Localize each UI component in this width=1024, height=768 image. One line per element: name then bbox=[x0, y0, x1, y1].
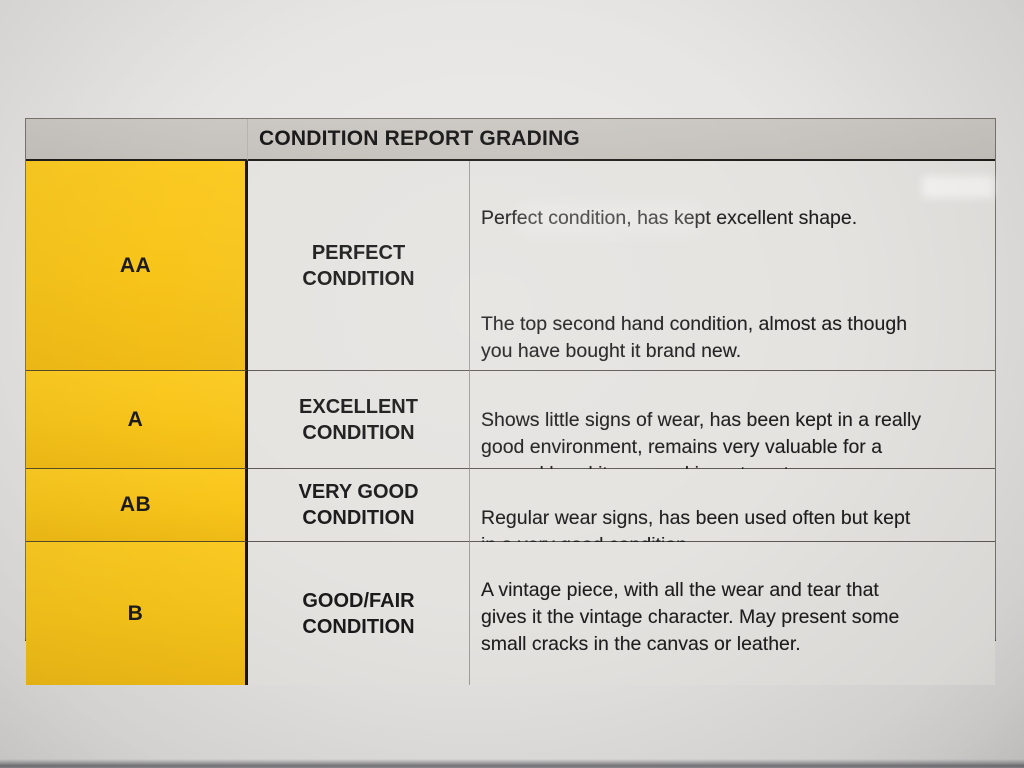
grade-cell-aa: AA bbox=[26, 161, 248, 371]
condition-grading-table: CONDITION REPORT GRADING AA PERFECT COND… bbox=[25, 118, 996, 685]
paper-edge-shadow bbox=[0, 759, 1024, 768]
description-cell-aa: Perfect condition, has kept excellent sh… bbox=[470, 161, 995, 442]
table-title: CONDITION REPORT GRADING bbox=[248, 119, 995, 161]
description-paragraph: Perfect condition, has kept excellent sh… bbox=[481, 207, 858, 229]
header-empty-cell bbox=[26, 119, 248, 161]
description-cell-ab: Regular wear signs, has been used often … bbox=[470, 469, 995, 556]
condition-cell-b: GOOD/FAIR CONDITION bbox=[248, 542, 470, 685]
condition-cell-ab: VERY GOOD CONDITION bbox=[248, 469, 470, 542]
description-paragraph: The top second hand condition, almost as… bbox=[481, 313, 908, 362]
grade-cell-b: B bbox=[26, 542, 248, 685]
condition-cell-a: EXCELLENT CONDITION bbox=[248, 371, 470, 469]
grade-cell-ab: AB bbox=[26, 469, 248, 542]
condition-cell-aa: PERFECT CONDITION bbox=[248, 161, 470, 371]
grade-cell-a: A bbox=[26, 371, 248, 469]
description-cell-b: A vintage piece, with all the wear and t… bbox=[470, 542, 995, 685]
description-paragraph: A vintage piece, with all the wear and t… bbox=[481, 579, 900, 655]
description-cell-a: Shows little signs of wear, has been kep… bbox=[470, 371, 995, 485]
